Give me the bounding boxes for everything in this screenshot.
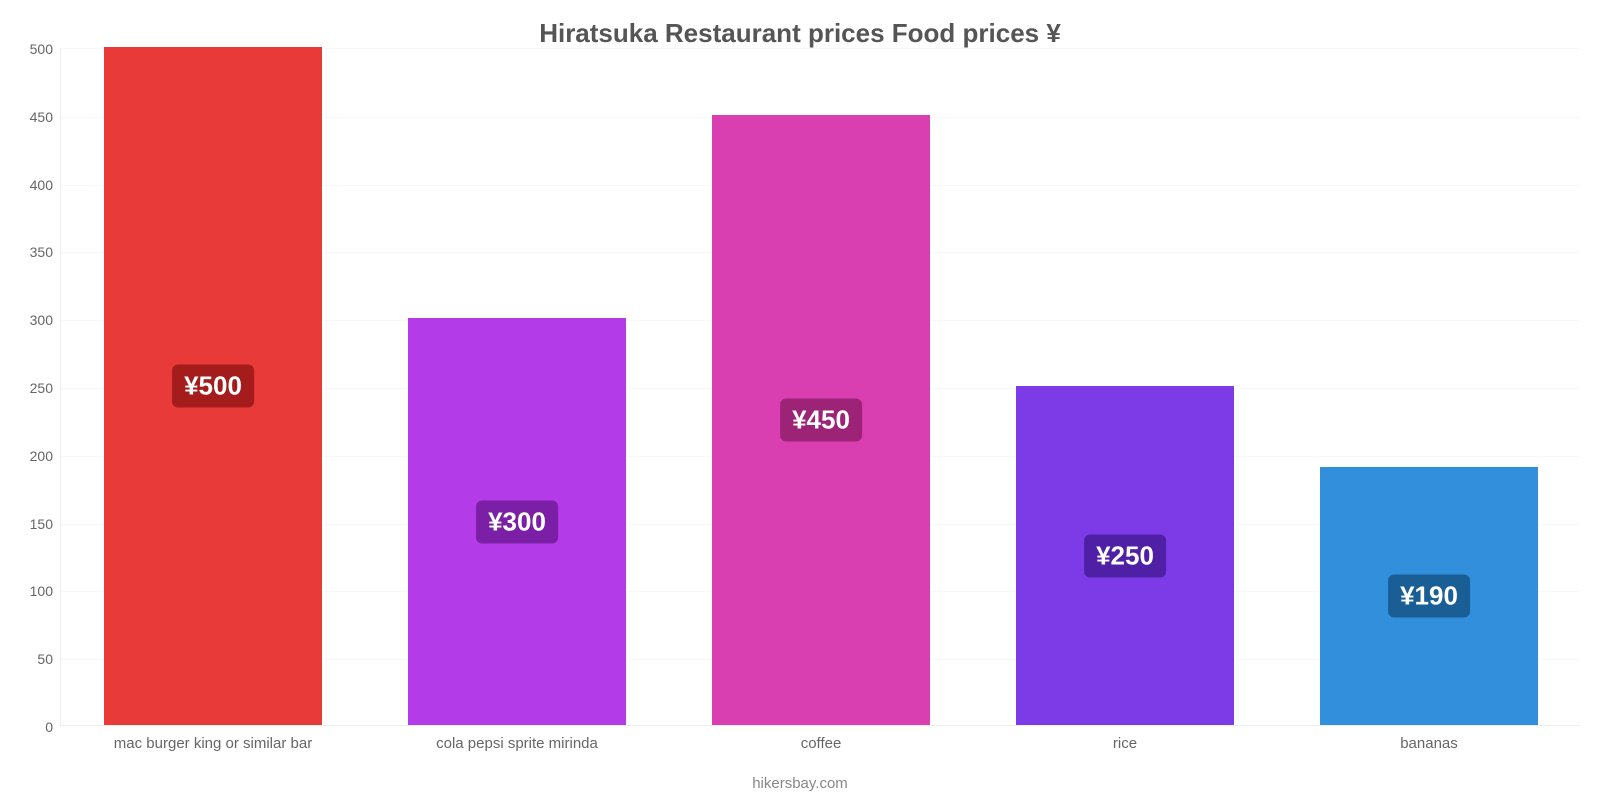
footer-credit: hikersbay.com [0,775,1600,792]
x-tick-label: rice [1113,735,1137,752]
y-tick-label: 250 [30,380,53,396]
y-tick-label: 500 [30,41,53,57]
y-tick-label: 50 [37,651,53,667]
y-tick-label: 450 [30,109,53,125]
y-tick-label: 100 [30,583,53,599]
bar: ¥190 [1320,467,1539,725]
value-badge: ¥250 [1084,534,1166,577]
bar: ¥500 [104,47,323,725]
value-badge: ¥450 [780,398,862,441]
y-tick-label: 400 [30,177,53,193]
y-tick-label: 0 [45,719,53,735]
value-badge: ¥190 [1388,575,1470,618]
bar: ¥450 [712,115,931,725]
value-badge: ¥500 [172,365,254,408]
x-tick-label: mac burger king or similar bar [114,735,312,752]
bar: ¥300 [408,318,627,725]
y-tick-label: 150 [30,516,53,532]
y-tick-label: 300 [30,312,53,328]
x-tick-label: coffee [801,735,842,752]
chart-plot-area: 050100150200250300350400450500¥500mac bu… [60,48,1580,726]
chart-title: Hiratsuka Restaurant prices Food prices … [0,18,1600,49]
x-tick-label: bananas [1400,735,1458,752]
y-tick-label: 200 [30,448,53,464]
y-tick-label: 350 [30,244,53,260]
bar: ¥250 [1016,386,1235,725]
value-badge: ¥300 [476,500,558,543]
x-tick-label: cola pepsi sprite mirinda [436,735,598,752]
